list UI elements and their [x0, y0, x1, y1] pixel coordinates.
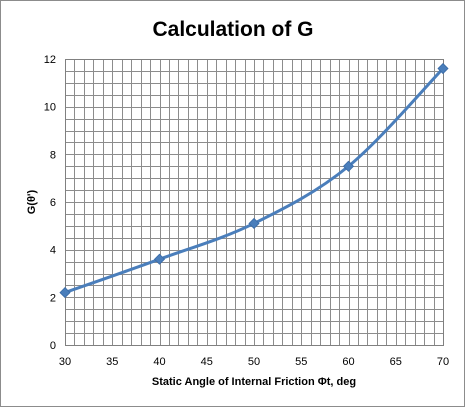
grid — [65, 59, 443, 345]
y-axis-label: G(θ') — [26, 189, 38, 214]
y-tick-label: 4 — [50, 245, 56, 257]
x-tick-label: 50 — [248, 356, 260, 368]
series-layer — [59, 62, 449, 299]
y-tick-label: 0 — [50, 340, 56, 352]
data-point-marker — [153, 253, 166, 265]
y-tick-label: 10 — [44, 102, 56, 114]
x-tick-label: 60 — [342, 356, 354, 368]
y-tick-label: 6 — [50, 197, 56, 209]
y-tick-label: 2 — [50, 292, 56, 304]
data-point-marker — [248, 217, 260, 230]
x-axis-ticks: 30 35 40 45 50 55 60 65 70 — [59, 356, 449, 368]
x-tick-label: 45 — [201, 356, 213, 368]
x-tick-label: 70 — [437, 356, 449, 368]
y-axis-ticks: 0 2 4 6 8 10 12 — [44, 54, 56, 352]
data-point-marker — [437, 62, 449, 75]
chart-title: Calculation of G — [152, 18, 313, 41]
x-tick-label: 35 — [106, 356, 118, 368]
x-tick-label: 40 — [153, 356, 165, 368]
data-point-marker — [59, 287, 71, 299]
data-point-marker — [342, 160, 355, 172]
x-tick-label: 30 — [59, 356, 71, 368]
y-tick-label: 12 — [44, 54, 56, 66]
x-tick-label: 55 — [295, 356, 307, 368]
y-tick-label: 8 — [50, 149, 56, 161]
plot-area-border — [65, 59, 444, 346]
x-axis-label: Static Angle of Internal Friction Φt, de… — [152, 376, 356, 388]
x-tick-label: 65 — [390, 356, 402, 368]
